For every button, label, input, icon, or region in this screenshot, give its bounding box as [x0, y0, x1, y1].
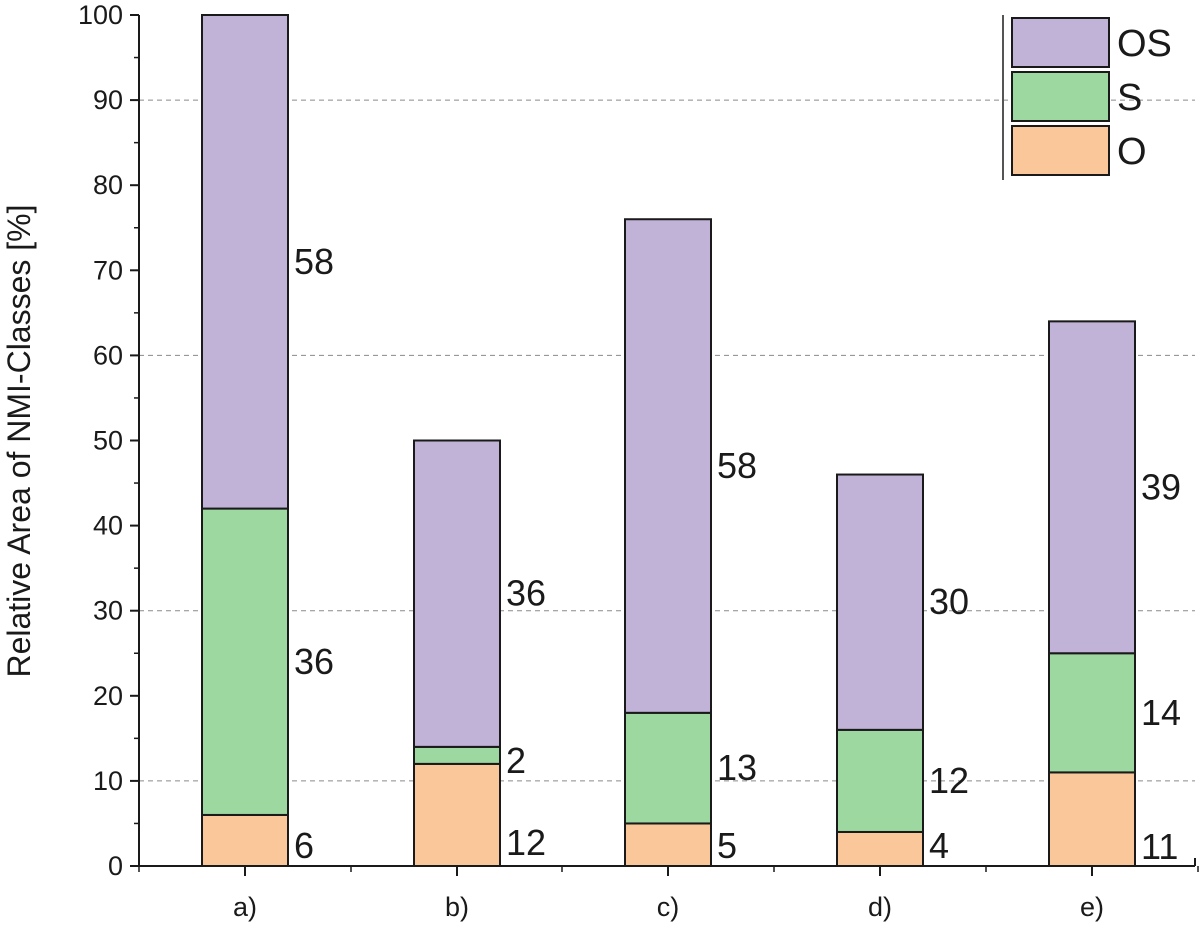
data-label-o-3: 5: [717, 825, 737, 866]
bar-os-3: [624, 218, 712, 714]
x-tick-label-2: b): [445, 892, 469, 922]
data-label-o-4: 4: [929, 825, 949, 866]
legend: OS SO: [1002, 15, 1172, 180]
y-tick-label-80: 80: [93, 170, 123, 200]
bars: [201, 14, 1136, 868]
bar-o-4: [836, 830, 924, 868]
bar-s-5: [1048, 652, 1136, 774]
data-label-o-5: 11: [1141, 826, 1178, 867]
legend-label-o: O: [1117, 131, 1147, 173]
data-label-os-4: 30: [929, 581, 969, 622]
axes: 0 10 20 30 40 50 60 70 80 90 100 a) b) c) d) e): [78, 0, 1199, 922]
bar-os-2: [413, 439, 501, 748]
bar-os-4: [836, 473, 924, 731]
data-label-os-5: 39: [1141, 466, 1181, 507]
legend-label-s: S: [1117, 77, 1142, 119]
y-tick-label-30: 30: [93, 596, 123, 626]
legend-swatch-s: [1011, 71, 1110, 122]
bar-o-5: [1048, 771, 1136, 868]
y-tick-label-20: 20: [93, 681, 123, 711]
x-tick-label-1: a): [233, 892, 257, 922]
data-label-os-2: 36: [506, 573, 546, 614]
y-tick-label-10: 10: [93, 766, 123, 796]
data-label-o-1: 6: [294, 825, 314, 866]
bar-s-1: [201, 507, 289, 816]
data-label-s-2: 2: [506, 740, 526, 781]
data-label-os-1: 58: [294, 241, 334, 282]
legend-swatch-o: [1011, 125, 1110, 176]
bar-os-5: [1048, 320, 1136, 655]
legend-label-os: OS: [1117, 23, 1172, 65]
y-tick-label-70: 70: [93, 255, 123, 285]
y-tick-label-50: 50: [93, 426, 123, 456]
y-axis-title: Relative Area of NMI-Classes [%]: [1, 204, 37, 677]
data-label-s-5: 14: [1141, 692, 1181, 733]
x-tick-label-5: e): [1080, 892, 1104, 922]
legend-swatch-os: [1011, 17, 1110, 68]
bar-o-2: [413, 762, 501, 868]
y-tick-label-90: 90: [93, 85, 123, 115]
data-labels: 6 36 58 12 2 36 5 13 58 4 12 30 11 14 39: [294, 241, 1181, 867]
x-tick-label-4: d): [868, 892, 892, 922]
data-label-s-1: 36: [294, 641, 334, 682]
bar-o-3: [624, 822, 712, 868]
y-tick-label-100: 100: [78, 0, 123, 30]
data-label-s-4: 12: [929, 760, 969, 801]
bar-s-3: [624, 711, 712, 825]
gridlines: [139, 99, 1195, 782]
data-label-os-3: 58: [717, 445, 757, 486]
bar-s-4: [836, 728, 924, 833]
data-label-o-2: 12: [506, 822, 546, 863]
bar-o-1: [201, 813, 289, 868]
data-label-s-3: 13: [717, 747, 757, 788]
y-tick-label-0: 0: [108, 851, 123, 881]
bar-s-2: [413, 745, 501, 765]
y-tick-label-40: 40: [93, 511, 123, 541]
y-tick-label-60: 60: [93, 340, 123, 370]
bar-os-1: [201, 14, 289, 510]
x-tick-label-3: c): [657, 892, 680, 922]
